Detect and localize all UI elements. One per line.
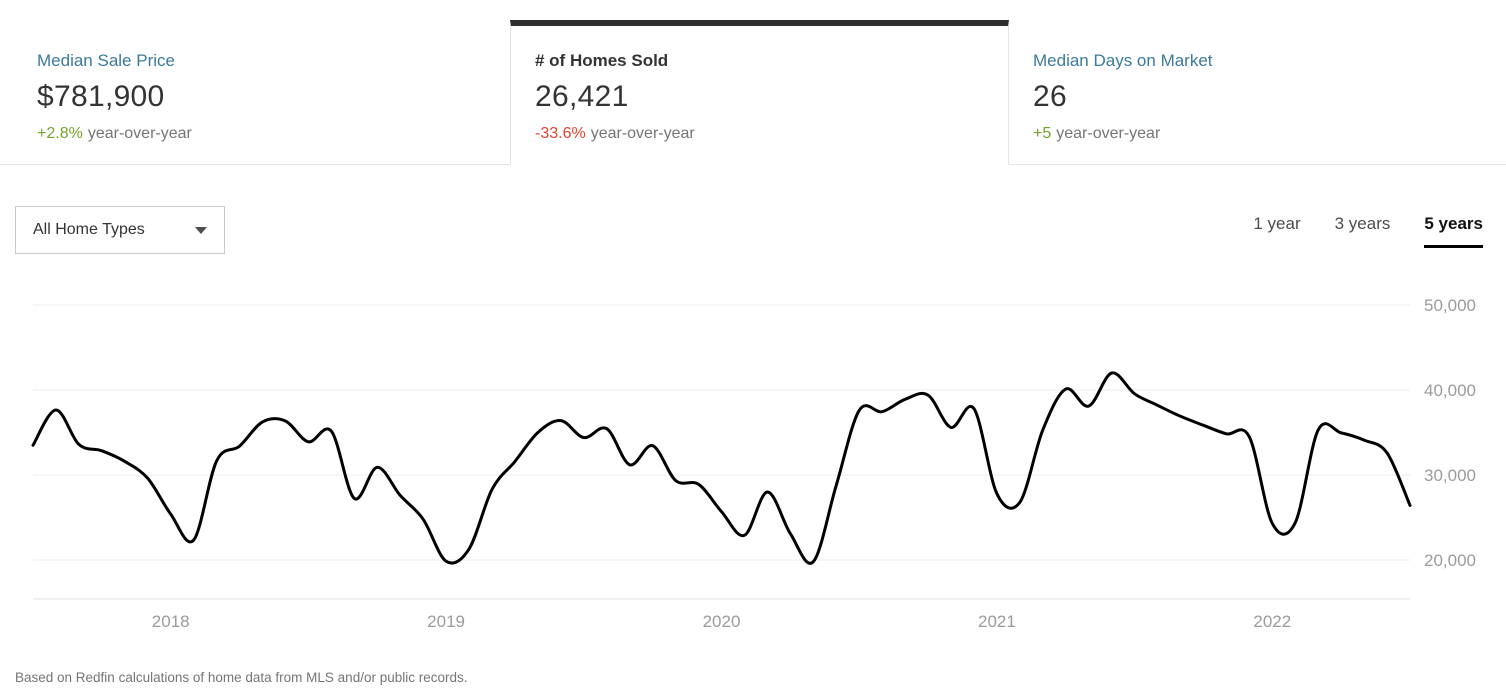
yoy-delta: +2.8% <box>37 125 83 142</box>
x-tick-label: 2021 <box>978 612 1016 631</box>
metric-tabs: Median Sale Price $781,900 +2.8% year-ove… <box>0 0 1506 165</box>
y-tick-label: 20,000 <box>1424 551 1476 570</box>
yoy-suffix: year-over-year <box>87 125 192 142</box>
tab-label: # of Homes Sold <box>535 51 669 70</box>
x-tick-label: 2022 <box>1253 612 1291 631</box>
x-tick-label: 2018 <box>152 612 190 631</box>
x-tick-label: 2019 <box>427 612 465 631</box>
chart-controls: All Home Types 1 year 3 years 5 years <box>15 206 1483 254</box>
time-range-selector: 1 year 3 years 5 years <box>1253 206 1483 248</box>
tab-yoy-line: +2.8% year-over-year <box>37 125 490 143</box>
series-line-homes-sold <box>31 371 1412 565</box>
chevron-down-icon <box>195 226 207 234</box>
tab-label: Median Sale Price <box>37 51 175 70</box>
disclaimer-text: Based on Redfin calculations of home dat… <box>15 670 468 685</box>
y-tick-label: 50,000 <box>1424 296 1476 315</box>
tab-homes-sold[interactable]: # of Homes Sold 26,421 -33.6% year-over-y… <box>510 20 1009 165</box>
tab-yoy-line: +5 year-over-year <box>1033 125 1486 143</box>
range-3-years[interactable]: 3 years <box>1334 214 1391 233</box>
y-tick-label: 40,000 <box>1424 381 1476 400</box>
range-5-years[interactable]: 5 years <box>1424 214 1483 248</box>
home-type-dropdown-value: All Home Types <box>33 221 145 238</box>
tab-median-days-on-market[interactable]: Median Days on Market 26 +5 year-over-yea… <box>1009 20 1506 165</box>
yoy-suffix: year-over-year <box>590 125 695 142</box>
tab-yoy-line: -33.6% year-over-year <box>535 125 988 143</box>
yoy-delta: +5 <box>1033 125 1052 142</box>
tab-value: $781,900 <box>37 80 165 113</box>
home-type-dropdown[interactable]: All Home Types <box>15 206 225 254</box>
x-tick-label: 2020 <box>703 612 741 631</box>
yoy-delta: -33.6% <box>535 125 586 142</box>
homes-sold-chart[interactable]: 20,000 30,000 40,000 50,000 2018 2019 2020 2021… <box>0 280 1506 640</box>
yoy-suffix: year-over-year <box>1056 125 1161 142</box>
tab-label: Median Days on Market <box>1033 51 1213 70</box>
tab-value: 26 <box>1033 80 1067 113</box>
tab-median-sale-price[interactable]: Median Sale Price $781,900 +2.8% year-ove… <box>0 20 510 165</box>
y-tick-label: 30,000 <box>1424 466 1476 485</box>
range-1-year[interactable]: 1 year <box>1253 214 1301 233</box>
tab-value: 26,421 <box>535 80 629 113</box>
